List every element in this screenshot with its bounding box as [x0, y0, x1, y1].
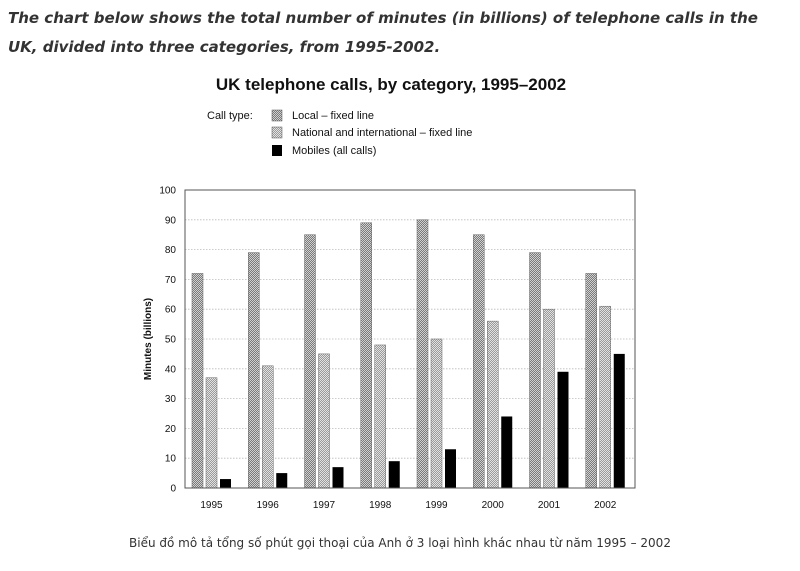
- caption: Biểu đồ mô tả tổng số phút gọi thoại của…: [129, 536, 671, 550]
- y-axis-ticks: 0 10 20 30 40 50 60 70 80 90 100: [159, 186, 176, 495]
- legend-swatch-local: [271, 109, 283, 122]
- y-tick-label: 30: [165, 394, 177, 405]
- legend-label-local: Local – fixed line: [292, 110, 374, 122]
- bar-national: [374, 344, 386, 489]
- y-tick-label: 70: [165, 275, 177, 286]
- bar-national: [599, 305, 611, 489]
- bar-national: [318, 353, 330, 489]
- bar-local: [585, 273, 597, 489]
- bar-national: [262, 365, 274, 489]
- bar-mobiles: [501, 416, 513, 488]
- legend-swatch-national: [271, 126, 283, 139]
- bar-local: [304, 234, 316, 489]
- chart-title: UK telephone calls, by category, 1995–20…: [216, 75, 566, 94]
- bar-local: [473, 234, 485, 489]
- legend-label-mobiles: Mobiles (all calls): [292, 145, 376, 157]
- bar-mobiles: [388, 461, 400, 488]
- x-tick-label: 1997: [313, 500, 336, 511]
- x-tick-label: 1999: [425, 500, 448, 511]
- plot-frame: [184, 189, 636, 489]
- y-tick-label: 10: [165, 454, 177, 465]
- y-tick-label: 20: [165, 424, 177, 435]
- bar-national: [205, 377, 218, 489]
- y-tick-label: 80: [165, 245, 177, 256]
- bar-local: [248, 252, 260, 489]
- bar-mobiles: [332, 467, 344, 488]
- bar-local: [360, 222, 372, 489]
- bar-local: [416, 219, 429, 489]
- legend: Call type: Local – fixed line National a…: [207, 109, 472, 157]
- bar-mobiles: [613, 353, 625, 488]
- y-tick-label: 40: [165, 364, 177, 375]
- legend-swatch-mobiles: [272, 145, 282, 156]
- x-tick-label: 1998: [369, 500, 392, 511]
- y-tick-label: 60: [165, 305, 177, 316]
- legend-title: Call type:: [207, 110, 253, 122]
- x-tick-label: 2002: [594, 500, 617, 511]
- bar-national: [543, 308, 555, 489]
- bar-local: [191, 273, 204, 489]
- x-axis-ticks: 1995 1996 1997 1998 1999 2000 2001 2002: [200, 500, 616, 511]
- x-tick-label: 2000: [482, 500, 505, 511]
- bar-national: [487, 320, 499, 489]
- y-tick-label: 0: [170, 484, 176, 495]
- bar-mobiles: [220, 479, 231, 488]
- x-tick-label: 2001: [538, 500, 561, 511]
- bars: [191, 219, 625, 489]
- y-tick-label: 50: [165, 335, 177, 346]
- bar-local: [529, 252, 541, 489]
- legend-label-national: National and international – fixed line: [292, 127, 472, 139]
- x-tick-label: 1996: [257, 500, 280, 511]
- bar-mobiles: [557, 371, 569, 488]
- intro-text: The chart below shows the total number o…: [8, 9, 758, 56]
- bar-national: [430, 338, 443, 489]
- bar-mobiles: [276, 473, 288, 488]
- bar-mobiles: [445, 449, 456, 488]
- x-tick-label: 1995: [200, 500, 223, 511]
- y-axis-label: Minutes (billions): [143, 298, 154, 380]
- y-tick-label: 90: [165, 215, 177, 226]
- y-tick-label: 100: [159, 186, 176, 197]
